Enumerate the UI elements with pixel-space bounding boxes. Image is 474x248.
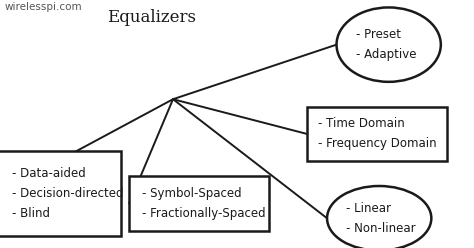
Text: - Linear
- Non-linear: - Linear - Non-linear [346, 202, 416, 235]
Text: - Symbol-Spaced
- Fractionally-Spaced: - Symbol-Spaced - Fractionally-Spaced [142, 187, 266, 220]
Text: - Data-aided
- Decision-directed
- Blind: - Data-aided - Decision-directed - Blind [12, 167, 123, 220]
FancyBboxPatch shape [307, 107, 447, 161]
FancyBboxPatch shape [129, 176, 269, 231]
Text: wirelesspi.com: wirelesspi.com [5, 2, 82, 12]
Text: - Preset
- Adaptive: - Preset - Adaptive [356, 28, 416, 61]
Ellipse shape [337, 7, 441, 82]
Text: Equalizers: Equalizers [107, 9, 196, 26]
FancyBboxPatch shape [0, 151, 121, 236]
Text: - Time Domain
- Frequency Domain: - Time Domain - Frequency Domain [318, 117, 436, 151]
Ellipse shape [327, 186, 431, 248]
